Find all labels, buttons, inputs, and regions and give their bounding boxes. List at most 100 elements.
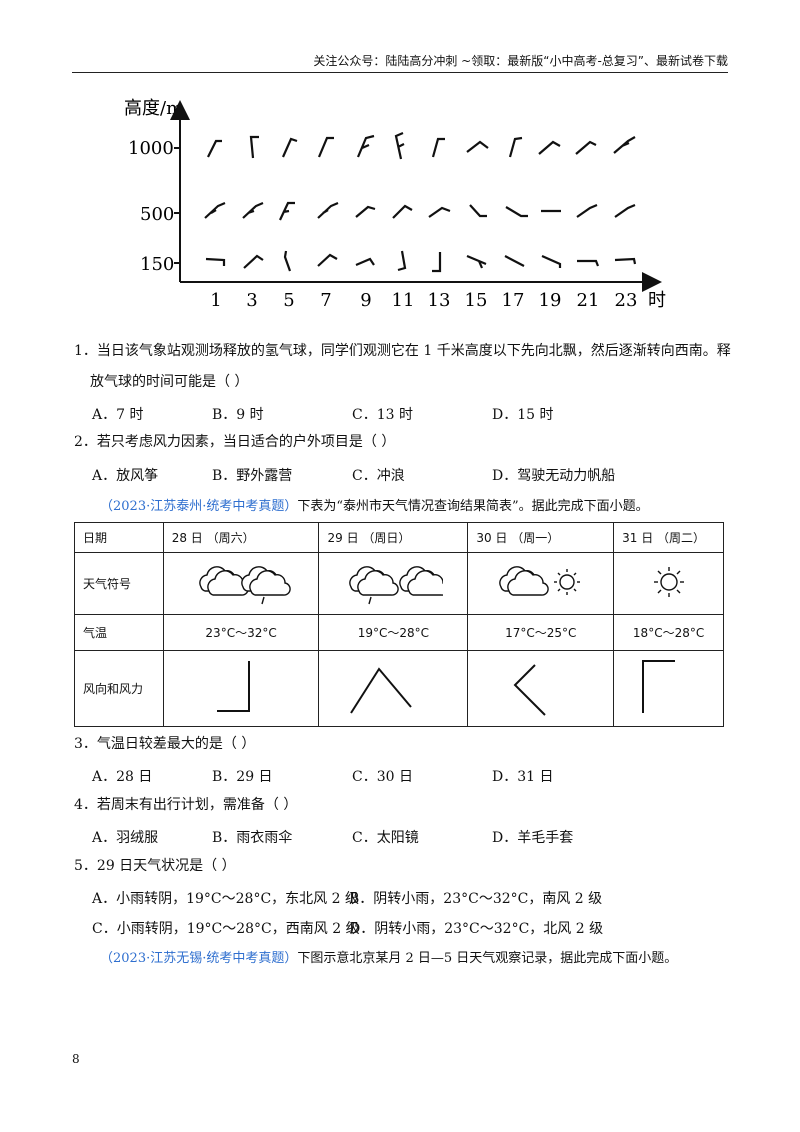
- q1-option-c[interactable]: C．13 时: [352, 407, 413, 423]
- q4-option-d[interactable]: D．羊毛手套: [492, 830, 574, 846]
- symbol-28: [162, 552, 320, 615]
- row-label-wind: 风向和风力: [74, 650, 164, 727]
- x-tick-label-21: 21: [577, 290, 600, 311]
- intro-taizhou: （2023·江苏泰州·统考中考真题）下表为“泰州市天气情况查询结果简表”。据此完…: [100, 495, 649, 514]
- wind-29: [318, 650, 469, 727]
- wind-barb: [317, 136, 334, 158]
- temp-28: 23°C～32°C: [162, 614, 320, 651]
- intro-source: （2023·江苏泰州·统考中考真题）: [100, 499, 298, 514]
- q2-option-b[interactable]: B．野外露营: [212, 468, 293, 484]
- page-header: 关注公众号：陆陆高分冲刺 ~领取：最新版“小中高考-总复习”、最新试卷下载: [313, 54, 728, 68]
- barbs-150m: [205, 250, 637, 273]
- y-tick-label-150: 150: [140, 254, 174, 275]
- row-label-temp: 气温: [74, 614, 164, 651]
- y-tick-label-1000: 1000: [128, 138, 174, 159]
- barbs-1000m: [207, 131, 636, 160]
- table-row-symbol: 天气符号: [74, 552, 724, 615]
- intro-text: 下表为“泰州市天气情况查询结果简表”。据此完成下面小题。: [297, 499, 649, 514]
- q4-stem: 4．若周末有出行计划，需准备（ ）: [74, 797, 298, 813]
- x-tick-label-15: 15: [465, 290, 488, 311]
- wind-barb: [317, 253, 338, 267]
- q2-option-d[interactable]: D．驾驶无动力帆船: [492, 468, 616, 484]
- wind-barb: [281, 137, 298, 158]
- x-tick-label-5: 5: [283, 290, 294, 311]
- x-tick-label-3: 3: [246, 290, 257, 311]
- q1-option-d[interactable]: D．15 时: [492, 407, 554, 423]
- q3-option-c[interactable]: C．30 日: [352, 769, 413, 785]
- x-tick-label-19: 19: [539, 290, 562, 311]
- q3-stem: 3．气温日较差最大的是（ ）: [74, 736, 256, 752]
- y-tick-label-500: 500: [140, 204, 174, 225]
- wind-31: [613, 650, 724, 727]
- q5-option-a[interactable]: A．小雨转阴，19°C～28°C，东北风 2 级: [92, 891, 359, 907]
- wind-symbol-28: [217, 661, 251, 712]
- wind-barb: [575, 140, 597, 155]
- x-tick-label-1: 1: [210, 290, 221, 311]
- q1-option-b[interactable]: B．9 时: [212, 407, 264, 423]
- wind-barb: [431, 137, 445, 158]
- table-header-row: 日期 28 日 （周六） 29 日 （周日） 30 日 （周一） 31 日 （周…: [74, 522, 724, 553]
- wind-symbol-29: [350, 667, 413, 714]
- wind-barb: [614, 257, 637, 265]
- q5-option-c[interactable]: C．小雨转阴，19°C～28°C，西南风 2 级: [92, 921, 360, 937]
- header-30: 30 日 （周一）: [467, 522, 615, 553]
- q3-option-b[interactable]: B．29 日: [212, 769, 273, 785]
- wind-barb: [397, 250, 407, 272]
- q4-option-b[interactable]: B．雨衣雨伞: [212, 830, 293, 846]
- q1-stem-line1: 1．当日该气象站观测场释放的氢气球，同学们观测它在 1 千米高度以下先向北飘，然…: [74, 343, 731, 359]
- cloudy-to-sunny-icon: [498, 566, 580, 596]
- q2-option-c[interactable]: C．冲浪: [352, 468, 405, 484]
- x-tick-label-13: 13: [428, 290, 451, 311]
- wind-barb: [469, 204, 487, 218]
- wind-28: [162, 650, 320, 727]
- q3-option-d[interactable]: D．31 日: [492, 769, 554, 785]
- wind-barb: [538, 140, 561, 155]
- wind-barb: [466, 254, 487, 269]
- x-tick-label-17: 17: [502, 290, 525, 311]
- wind-barb: [614, 203, 636, 218]
- symbol-30: [467, 552, 615, 615]
- header-28: 28 日 （周六）: [162, 522, 320, 553]
- wind-barb: [541, 254, 562, 268]
- temp-31: 18°C～28°C: [613, 614, 724, 651]
- wind-barb-chart: 高度/m 1000 500 150 1 3 5 7 9 11 13 15 17 …: [124, 98, 666, 311]
- wind-barb: [432, 252, 442, 273]
- wind-30: [467, 650, 615, 727]
- wind-barb: [205, 257, 226, 266]
- wind-barb: [355, 257, 375, 267]
- temp-29: 19°C～28°C: [318, 614, 469, 651]
- q2-option-a[interactable]: A．放风筝: [92, 468, 159, 484]
- x-axis-label: 时: [648, 290, 666, 311]
- row-label-symbol: 天气符号: [74, 552, 164, 615]
- y-axis-label: 高度/m: [124, 98, 183, 119]
- wind-barb: [279, 201, 295, 221]
- q2-stem: 2．若只考虑风力因素，当日适合的户外项目是（ ）: [74, 434, 396, 450]
- rain-to-cloudy-icon: [349, 566, 450, 605]
- wind-barb: [508, 136, 523, 158]
- q4-option-c[interactable]: C．太阳镜: [352, 830, 419, 846]
- q1-stem-line2: 放气球的时间可能是（ ）: [90, 374, 249, 390]
- wind-barb: [283, 250, 292, 272]
- cloudy-to-rain-icon: [199, 566, 291, 605]
- q5-stem: 5．29 日天气状况是（ ）: [74, 858, 236, 874]
- wind-barb: [576, 203, 598, 218]
- wind-barb: [505, 206, 528, 218]
- wind-barb: [613, 136, 636, 154]
- wind-barb: [355, 205, 376, 218]
- temp-30: 17°C～25°C: [467, 614, 615, 651]
- intro-text: 下图示意北京某月 2 日—5 日天气观察记录，据此完成下面小题。: [297, 951, 678, 966]
- q4-option-a[interactable]: A．羽绒服: [92, 830, 159, 846]
- x-tick-label-11: 11: [392, 290, 415, 311]
- q3-option-a[interactable]: A．28 日: [92, 769, 153, 785]
- q5-option-d[interactable]: D．阴转小雨，23°C～32°C，北风 2 级: [349, 921, 604, 937]
- intro-wuxi: （2023·江苏无锡·统考中考真题）下图示意北京某月 2 日—5 日天气观察记录…: [100, 947, 677, 966]
- q1-option-a[interactable]: A．7 时: [92, 407, 144, 423]
- q5-option-b[interactable]: B．阴转小雨，23°C～32°C，南风 2 级: [349, 891, 603, 907]
- wind-barb: [242, 201, 264, 219]
- wind-barb: [577, 259, 600, 267]
- header-rule: [72, 72, 728, 73]
- table-row-temp: 气温 23°C～32°C 19°C～28°C 17°C～25°C 18°C～28…: [74, 614, 724, 651]
- x-tick-label-7: 7: [320, 290, 331, 311]
- wind-symbol-30: [513, 664, 546, 716]
- page-number: 8: [72, 1052, 80, 1066]
